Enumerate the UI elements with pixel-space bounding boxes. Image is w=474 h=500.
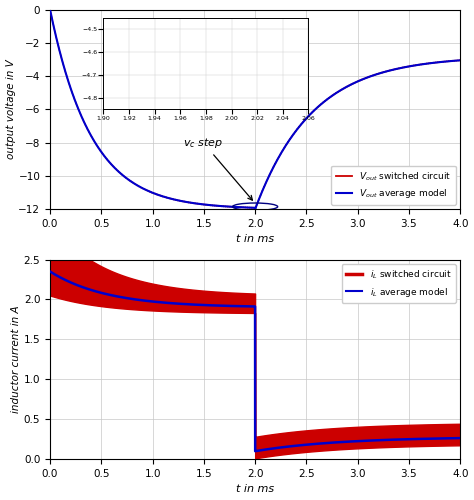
Legend: $i_L$ switched circuit, $i_L$ average model: $i_L$ switched circuit, $i_L$ average mo…: [342, 264, 456, 303]
Y-axis label: inductor current in A: inductor current in A: [11, 306, 21, 413]
X-axis label: t in ms: t in ms: [236, 234, 274, 244]
Legend: $V_{out}$ switched circuit, $V_{out}$ average model: $V_{out}$ switched circuit, $V_{out}$ av…: [331, 166, 456, 204]
X-axis label: t in ms: t in ms: [236, 484, 274, 494]
Text: $v_c$ step: $v_c$ step: [183, 136, 253, 200]
Y-axis label: output voltage in V: output voltage in V: [6, 60, 16, 159]
